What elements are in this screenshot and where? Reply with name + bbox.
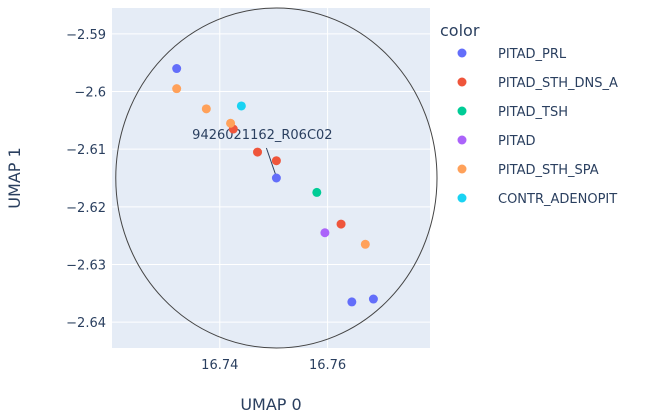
y-tick-label: −2.61 [66, 143, 106, 158]
y-tick-label: −2.63 [66, 258, 106, 273]
data-point [347, 297, 357, 307]
y-axis-title: UMAP 1 [5, 147, 24, 208]
legend-item-label: CONTR_ADENOPIT [498, 192, 617, 207]
legend-item-label: PITAD_PRL [498, 47, 567, 62]
legend-title: color [440, 21, 480, 40]
data-point [320, 228, 330, 238]
data-point [312, 187, 322, 197]
y-tick-label: −2.62 [66, 201, 106, 216]
data-point [236, 101, 246, 111]
legend-marker [457, 164, 467, 174]
highlight-ellipse [115, 7, 438, 349]
data-point [271, 173, 281, 183]
grid-layer [112, 8, 430, 348]
data-point [226, 118, 236, 128]
x-axis-title: UMAP 0 [240, 395, 301, 414]
annotation-layer: 9426021162_R06C02 [192, 128, 333, 175]
legend-item-label: PITAD [498, 134, 536, 149]
legend-marker [457, 135, 467, 145]
data-point [336, 219, 346, 229]
data-point [172, 64, 182, 74]
x-tick-label: 16.74 [201, 358, 238, 373]
legend-marker [457, 77, 467, 87]
legend-marker [457, 193, 467, 203]
annotation-label: 9426021162_R06C02 [192, 128, 332, 143]
ellipse-layer [115, 7, 438, 349]
legend-marker [457, 48, 467, 58]
data-point [360, 239, 370, 249]
legend-marker [457, 106, 467, 116]
y-tick-label: −2.64 [66, 316, 106, 331]
annotation-arrow [265, 147, 276, 175]
x-tick-label: 16.76 [309, 358, 346, 373]
legend-item-label: PITAD_TSH [498, 105, 568, 120]
data-point [253, 147, 263, 157]
data-point [271, 156, 281, 166]
data-point [201, 104, 211, 114]
data-point [368, 294, 378, 304]
y-tick-label: −2.6 [74, 86, 106, 101]
plot-background [112, 8, 430, 348]
legend-item-label: PITAD_STH_DNS_A [498, 76, 618, 91]
legend-item-label: PITAD_STH_SPA [498, 163, 599, 178]
legend: PITAD_PRL PITAD_STH_DNS_A PITAD_TSH PITAD PI… [457, 47, 618, 207]
data-point [172, 84, 182, 94]
y-tick-label: −2.59 [66, 28, 106, 43]
tick-label-layer: 16.74 16.76 −2.59 −2.6 −2.61 −2.62 −2.63 −2.64 [66, 28, 346, 373]
points-layer [172, 64, 378, 307]
